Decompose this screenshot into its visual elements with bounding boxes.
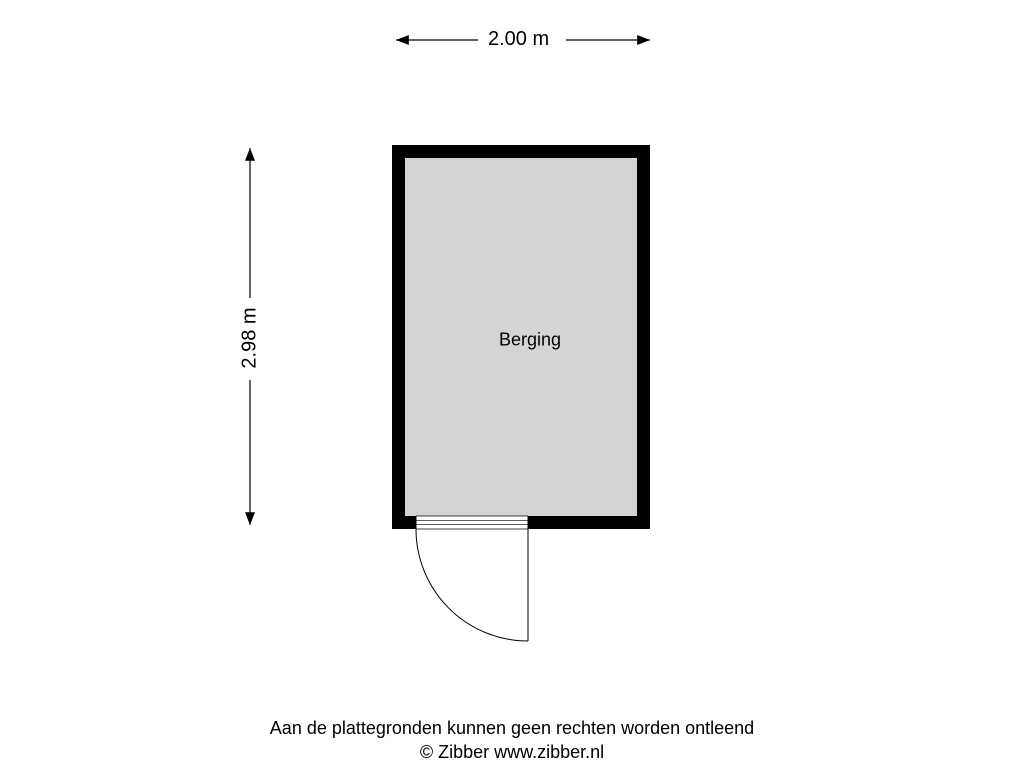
dim-height-arrow-top (245, 148, 255, 161)
dimension-width-label: 2.00 m (488, 28, 549, 51)
door-opening (416, 516, 528, 529)
footer-line2: © Zibber www.zibber.nl (0, 740, 1024, 764)
door-swing-arc (416, 529, 528, 641)
dim-width-arrow-right (637, 35, 650, 45)
footer-line1: Aan de plattegronden kunnen geen rechten… (0, 716, 1024, 740)
room-label-berging: Berging (499, 330, 561, 351)
dim-height-arrow-bottom (245, 512, 255, 525)
dim-width-arrow-left (396, 35, 409, 45)
floorplan-canvas: 2.00 m 2.98 m Berging Aan de plattegrond… (0, 0, 1024, 768)
floorplan-svg (0, 0, 1024, 768)
footer-disclaimer: Aan de plattegronden kunnen geen rechten… (0, 716, 1024, 765)
dimension-height-label: 2.98 m (239, 307, 262, 368)
